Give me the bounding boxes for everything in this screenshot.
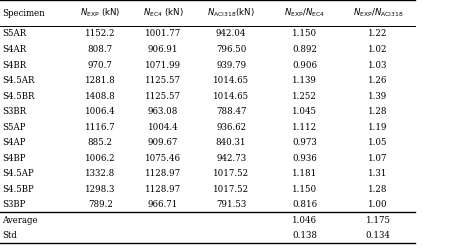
Text: 1.252: 1.252 bbox=[292, 92, 317, 100]
Text: 0.936: 0.936 bbox=[292, 154, 317, 162]
Text: 1001.77: 1001.77 bbox=[145, 30, 181, 38]
Text: 0.973: 0.973 bbox=[292, 138, 317, 147]
Text: S4.5BP: S4.5BP bbox=[2, 184, 34, 194]
Text: S4BP: S4BP bbox=[2, 154, 26, 162]
Text: S5AR: S5AR bbox=[2, 30, 26, 38]
Text: 1014.65: 1014.65 bbox=[213, 76, 249, 85]
Text: 1116.7: 1116.7 bbox=[85, 122, 116, 132]
Text: S4BR: S4BR bbox=[2, 60, 26, 70]
Text: 966.71: 966.71 bbox=[148, 200, 178, 209]
Text: 1.112: 1.112 bbox=[292, 122, 317, 132]
Text: 1.175: 1.175 bbox=[365, 216, 391, 224]
Text: 796.50: 796.50 bbox=[216, 45, 246, 54]
Text: 0.892: 0.892 bbox=[292, 45, 317, 54]
Text: 963.08: 963.08 bbox=[148, 107, 178, 116]
Text: 1.046: 1.046 bbox=[292, 216, 317, 224]
Text: 936.62: 936.62 bbox=[216, 122, 246, 132]
Text: 0.906: 0.906 bbox=[292, 60, 317, 70]
Text: 1332.8: 1332.8 bbox=[85, 169, 115, 178]
Text: 789.2: 789.2 bbox=[88, 200, 113, 209]
Text: S5AP: S5AP bbox=[2, 122, 26, 132]
Text: 885.2: 885.2 bbox=[88, 138, 113, 147]
Text: 1128.97: 1128.97 bbox=[145, 184, 181, 194]
Text: $N_{\mathrm{EXP}}/N_{\mathrm{EC4}}$: $N_{\mathrm{EXP}}/N_{\mathrm{EC4}}$ bbox=[284, 7, 325, 20]
Text: 1017.52: 1017.52 bbox=[213, 169, 249, 178]
Text: 791.53: 791.53 bbox=[216, 200, 246, 209]
Text: 1298.3: 1298.3 bbox=[85, 184, 116, 194]
Text: 1.39: 1.39 bbox=[368, 92, 388, 100]
Text: 1.26: 1.26 bbox=[368, 76, 388, 85]
Text: 1.03: 1.03 bbox=[368, 60, 388, 70]
Text: $N_{\mathrm{EC4}}$ (kN): $N_{\mathrm{EC4}}$ (kN) bbox=[143, 7, 183, 20]
Text: 808.7: 808.7 bbox=[88, 45, 113, 54]
Text: 942.04: 942.04 bbox=[216, 30, 246, 38]
Text: 1006.2: 1006.2 bbox=[85, 154, 116, 162]
Text: 1.00: 1.00 bbox=[368, 200, 388, 209]
Text: 1017.52: 1017.52 bbox=[213, 184, 249, 194]
Text: 1.07: 1.07 bbox=[368, 154, 388, 162]
Text: 1152.2: 1152.2 bbox=[85, 30, 116, 38]
Text: 1128.97: 1128.97 bbox=[145, 169, 181, 178]
Text: $N_{\mathrm{ACI318}}$(kN): $N_{\mathrm{ACI318}}$(kN) bbox=[207, 7, 255, 20]
Text: 1.045: 1.045 bbox=[292, 107, 317, 116]
Text: S4.5AR: S4.5AR bbox=[2, 76, 35, 85]
Text: 970.7: 970.7 bbox=[88, 60, 113, 70]
Text: 1281.8: 1281.8 bbox=[85, 76, 116, 85]
Text: 1.181: 1.181 bbox=[292, 169, 317, 178]
Text: 1.19: 1.19 bbox=[368, 122, 388, 132]
Text: 1.28: 1.28 bbox=[368, 107, 388, 116]
Text: 1.05: 1.05 bbox=[368, 138, 388, 147]
Text: 1071.99: 1071.99 bbox=[145, 60, 181, 70]
Text: 1006.4: 1006.4 bbox=[85, 107, 116, 116]
Text: 1.02: 1.02 bbox=[368, 45, 388, 54]
Text: 906.91: 906.91 bbox=[148, 45, 178, 54]
Text: 939.79: 939.79 bbox=[216, 60, 246, 70]
Text: S4.5BR: S4.5BR bbox=[2, 92, 35, 100]
Text: 1.150: 1.150 bbox=[292, 30, 317, 38]
Text: Std: Std bbox=[2, 231, 17, 240]
Text: 1408.8: 1408.8 bbox=[85, 92, 116, 100]
Text: 1014.65: 1014.65 bbox=[213, 92, 249, 100]
Text: 0.816: 0.816 bbox=[292, 200, 317, 209]
Text: 788.47: 788.47 bbox=[216, 107, 246, 116]
Text: S4.5AP: S4.5AP bbox=[2, 169, 34, 178]
Text: 0.138: 0.138 bbox=[292, 231, 317, 240]
Text: 1075.46: 1075.46 bbox=[145, 154, 181, 162]
Text: Average: Average bbox=[2, 216, 37, 224]
Text: $N_{\mathrm{EXP}}$ (kN): $N_{\mathrm{EXP}}$ (kN) bbox=[80, 7, 120, 20]
Text: S3BP: S3BP bbox=[2, 200, 25, 209]
Text: 942.73: 942.73 bbox=[216, 154, 246, 162]
Text: 0.134: 0.134 bbox=[365, 231, 391, 240]
Text: 1.28: 1.28 bbox=[368, 184, 388, 194]
Text: $N_{\mathrm{EXP}}/N_{\mathrm{ACI318}}$: $N_{\mathrm{EXP}}/N_{\mathrm{ACI318}}$ bbox=[353, 7, 403, 20]
Text: S3BR: S3BR bbox=[2, 107, 26, 116]
Text: 1004.4: 1004.4 bbox=[148, 122, 178, 132]
Text: 1125.57: 1125.57 bbox=[145, 76, 181, 85]
Text: S4AR: S4AR bbox=[2, 45, 26, 54]
Text: 1.31: 1.31 bbox=[368, 169, 388, 178]
Text: S4AP: S4AP bbox=[2, 138, 26, 147]
Text: 909.67: 909.67 bbox=[148, 138, 178, 147]
Text: 1.139: 1.139 bbox=[292, 76, 317, 85]
Text: 1125.57: 1125.57 bbox=[145, 92, 181, 100]
Text: 1.150: 1.150 bbox=[292, 184, 317, 194]
Text: 840.31: 840.31 bbox=[216, 138, 246, 147]
Text: Specimen: Specimen bbox=[2, 8, 45, 18]
Text: 1.22: 1.22 bbox=[368, 30, 388, 38]
